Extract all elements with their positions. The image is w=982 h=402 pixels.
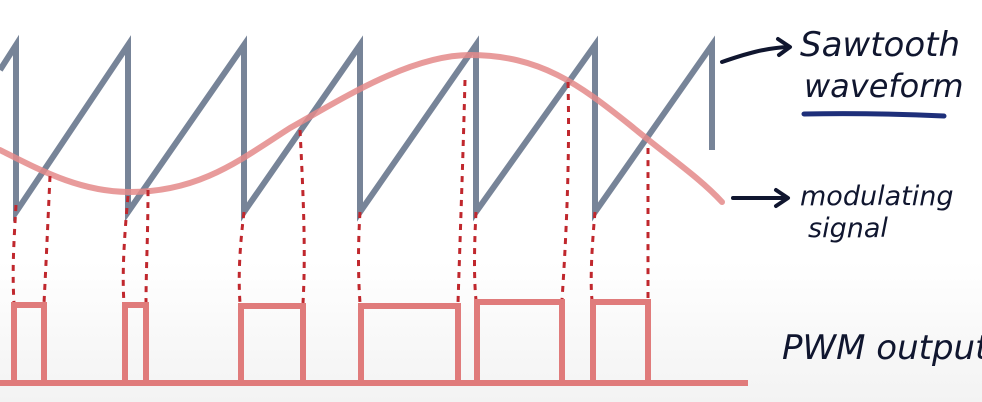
sawtooth-underline	[801, 111, 947, 119]
modulating-signal-curve	[0, 51, 725, 205]
modulating-arrow	[731, 188, 790, 208]
sawtooth-waveform	[0, 34, 715, 222]
sawtooth-label-line2: waveform	[804, 67, 964, 105]
pwm-output	[0, 299, 748, 386]
sawtooth-arrow	[720, 37, 792, 64]
sawtooth-label-line1: Sawtooth	[800, 25, 960, 65]
modulating-label-line1: modulating	[800, 181, 953, 212]
intersection-guides	[11, 79, 650, 304]
modulating-label-line2: signal	[808, 213, 888, 244]
pwm-output-label: PWM output	[782, 328, 982, 368]
